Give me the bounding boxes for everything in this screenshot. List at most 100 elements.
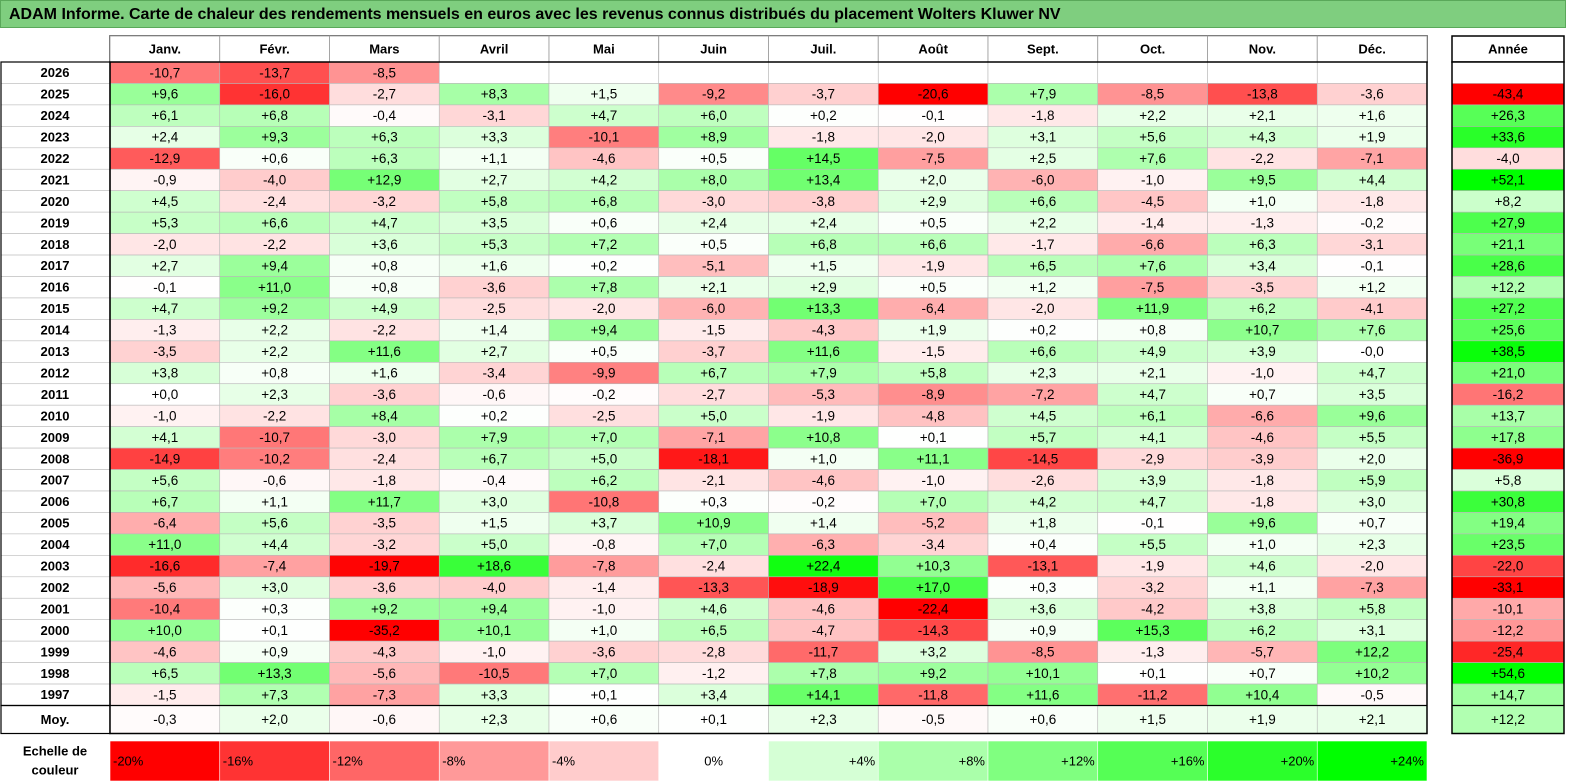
- cell-value: +0,7: [1249, 387, 1276, 402]
- year-total-value: +14,7: [1491, 687, 1525, 702]
- cell-value: +0,2: [1030, 323, 1057, 338]
- cell-value: +9,5: [1249, 173, 1276, 188]
- cell-value: +9,6: [152, 87, 179, 102]
- cell-value: -13,1: [1027, 559, 1058, 574]
- cell-value: +0,6: [261, 151, 288, 166]
- cell-value: -2,7: [702, 387, 725, 402]
- cell-value: +9,3: [261, 130, 288, 145]
- cell-value: +7,8: [591, 280, 618, 295]
- month-label: Juin: [700, 41, 727, 56]
- cell-value: -0,1: [1141, 516, 1164, 531]
- cell-value: -5,6: [153, 580, 176, 595]
- scale-stop-label: +8%: [959, 753, 986, 768]
- cell-value: +6,5: [1030, 258, 1057, 273]
- cell-value: +0,4: [1030, 537, 1057, 552]
- cell-value: -7,1: [1360, 151, 1383, 166]
- month-grid-border: [109, 61, 1428, 735]
- scale-stop-label: -4%: [552, 753, 576, 768]
- cell-value: -6,4: [153, 516, 177, 531]
- year-total-value: +23,5: [1491, 537, 1525, 552]
- cell-value: -16,6: [149, 559, 180, 574]
- cell-value: +6,6: [1030, 194, 1057, 209]
- row-year-label: 2002: [41, 580, 70, 595]
- cell-value: -16,0: [259, 87, 290, 102]
- cell-value: -1,2: [702, 666, 725, 681]
- cell-value: +5,3: [152, 215, 179, 230]
- cell-value: +0,7: [1249, 666, 1276, 681]
- cell-value: +12,9: [367, 173, 401, 188]
- cell-value: +3,9: [1139, 473, 1166, 488]
- year-total-value: -25,4: [1493, 644, 1524, 659]
- scale-stop-label: +20%: [1281, 753, 1315, 768]
- cell-value: +8,0: [700, 173, 727, 188]
- cell-value: -1,4: [1141, 215, 1165, 230]
- cell-value: +2,1: [700, 280, 727, 295]
- cell-value: +15,3: [1136, 623, 1170, 638]
- cell-value: -1,0: [1251, 366, 1274, 381]
- cell-value: -7,1: [702, 430, 725, 445]
- cell-value: -0,8: [592, 537, 615, 552]
- scale-stop-label: -16%: [223, 753, 254, 768]
- scale-swatch: [548, 740, 660, 782]
- cell-value: -1,8: [1251, 473, 1274, 488]
- cell-value: -7,8: [592, 559, 615, 574]
- cell-value: +6,3: [371, 151, 398, 166]
- cell-value: +2,0: [920, 173, 947, 188]
- cell-value: +10,4: [1245, 687, 1280, 702]
- month-label: Août: [918, 41, 948, 56]
- chart-title: ADAM Informe. Carte de chaleur des rende…: [0, 0, 1566, 28]
- cell-value: -9,2: [702, 87, 725, 102]
- cell-value: -2,2: [373, 323, 396, 338]
- month-label: Déc.: [1358, 41, 1385, 56]
- month-header-cell: [1316, 35, 1428, 63]
- cell-value: +1,0: [810, 451, 837, 466]
- cell-value: -2,5: [592, 408, 615, 423]
- scale-stop-label: +12%: [1061, 753, 1095, 768]
- cell-value: +2,4: [152, 130, 179, 145]
- cell-value: +3,3: [481, 130, 508, 145]
- scale-stop-label: 0%: [704, 753, 723, 768]
- cell-value: -1,8: [812, 130, 835, 145]
- row-year-label: 2023: [41, 130, 70, 145]
- cell-value: -3,1: [1360, 237, 1383, 252]
- cell-value: -2,0: [1031, 301, 1054, 316]
- cell-value: -2,7: [373, 87, 396, 102]
- cell-value: +9,4: [481, 602, 508, 617]
- cell-value: +5,8: [481, 194, 508, 209]
- cell-value: +5,0: [700, 408, 727, 423]
- cell-value: -4,7: [812, 623, 835, 638]
- cell-value: +4,7: [1359, 366, 1386, 381]
- cell-value: +1,1: [481, 151, 508, 166]
- year-total-value: -36,9: [1493, 451, 1524, 466]
- cell-value: -2,1: [702, 473, 725, 488]
- row-year-label: 2010: [41, 408, 70, 423]
- cell-value: -13,3: [698, 580, 729, 595]
- month-header-cell: [1097, 35, 1208, 63]
- row-year-label: 2012: [41, 365, 70, 380]
- cell-value: +5,9: [1359, 473, 1386, 488]
- cell-value: +2,7: [481, 173, 508, 188]
- cell-value: +5,7: [1030, 430, 1057, 445]
- cell-value: +11,0: [148, 537, 181, 552]
- cell-value: -8,9: [921, 387, 944, 402]
- cell-value: +0,1: [920, 430, 947, 445]
- month-label: Juil.: [810, 41, 836, 56]
- cell-value: +0,5: [591, 344, 618, 359]
- cell-value: -4,6: [812, 473, 835, 488]
- cell-value: +0,8: [371, 280, 398, 295]
- cell-value: -0,2: [812, 494, 835, 509]
- cell-value: +0,1: [1139, 666, 1166, 681]
- cell-value: +0,1: [261, 623, 288, 638]
- cell-value: -14,5: [1027, 451, 1058, 466]
- cell-value: +13,4: [806, 173, 841, 188]
- cell-value: -0,4: [482, 473, 506, 488]
- heatmap-cell: [768, 61, 879, 84]
- cell-value: +10,9: [697, 516, 731, 531]
- cell-value: +5,0: [591, 451, 618, 466]
- cell-value: +2,7: [152, 258, 179, 273]
- row-year-label: 2015: [41, 301, 70, 316]
- row-year-label: 2005: [41, 516, 70, 531]
- row-year-label: 2008: [41, 451, 70, 466]
- cell-value: -0,1: [921, 108, 944, 123]
